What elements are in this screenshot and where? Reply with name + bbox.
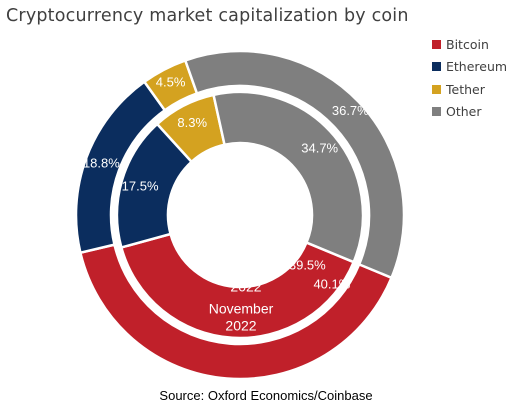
data-label-outer-bitcoin: 40.1% [313,277,350,292]
data-label-inner-ethereum: 17.5% [122,179,159,194]
legend-swatch [432,107,441,117]
source-note: Source: Oxford Economics/Coinbase [159,388,373,403]
legend-label: Other [446,104,482,120]
legend-label: Tether [446,81,485,97]
chart-title: Cryptocurrency market capitalization by … [6,6,409,26]
legend-label: Ethereum [446,59,508,75]
legend-swatch [432,62,441,72]
legend-item-bitcoin: Bitcoin [432,33,507,56]
data-label-inner-bitcoin: 39.5% [289,258,326,273]
legend-swatch [432,39,441,49]
data-label-outer-tether: 4.5% [156,75,186,90]
legend-item-tether: Tether [432,78,507,101]
slice-inner-other [212,90,365,264]
data-label-inner-other: 34.7% [301,141,338,156]
legend-label: Bitcoin [446,36,489,52]
series-label-outer-line-1: 2022 [225,318,256,334]
legend: Bitcoin Ethereum Tether Other [432,33,507,123]
legend-item-ethereum: Ethereum [432,56,507,79]
legend-item-other: Other [432,101,507,124]
slice-inner-bitcoin [119,232,356,340]
series-label-inner-line-1: 2022 [230,279,261,295]
data-label-outer-other: 36.7% [332,103,369,118]
data-label-outer-ethereum: 18.8% [83,156,120,171]
data-label-inner-tether: 8.3% [177,115,207,130]
legend-swatch [432,84,441,94]
slice-outer-other [183,49,406,280]
series-label-inner-line-0: April [232,262,260,278]
series-label-outer-line-0: November [209,301,274,317]
